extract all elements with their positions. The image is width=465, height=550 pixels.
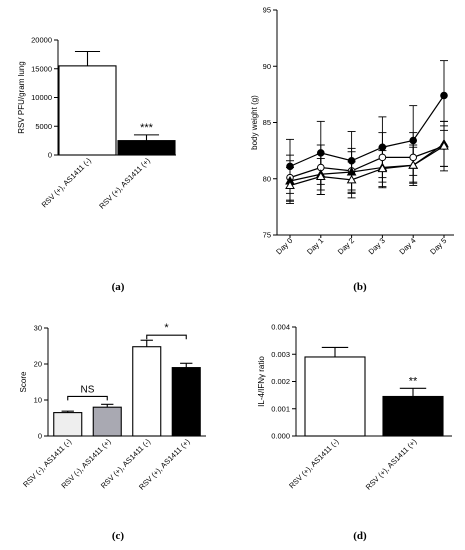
y-tick-label: 0	[38, 432, 42, 441]
significance-label: ***	[140, 122, 154, 134]
data-point	[286, 162, 294, 171]
x-tick-label: Day 5	[428, 236, 448, 256]
y-tick-label: 0.004	[271, 323, 290, 332]
data-point	[408, 160, 419, 169]
y-tick-label: 20000	[31, 36, 52, 45]
significance-label: *	[164, 322, 169, 334]
panel-label: (b)	[353, 281, 367, 293]
y-tick-label: 90	[263, 62, 271, 71]
data-point	[378, 153, 387, 162]
series-line	[289, 145, 445, 187]
significance-bracket	[67, 395, 108, 401]
chart-b: 75 80 85 90 95 Day 0 Day 1 Day 2 Day 3 Day 4 Day 5…	[250, 6, 454, 256]
series-line	[289, 145, 445, 179]
data-point	[378, 143, 387, 152]
data-point	[439, 141, 449, 150]
data-point	[377, 163, 388, 173]
panel-label: (d)	[353, 530, 367, 542]
y-tick-label: 0	[48, 151, 52, 160]
x-tick-label: Day 1	[305, 236, 325, 256]
significance-label: NS	[81, 384, 95, 395]
data-point	[346, 174, 357, 184]
x-tick-label: Day 3	[367, 236, 387, 256]
bar	[382, 395, 444, 437]
y-axis-label: Score	[19, 371, 28, 392]
y-tick-label: 30	[34, 324, 42, 333]
x-tick-label: RSV (+), AS1411 (-)	[40, 156, 94, 210]
y-tick-label: 10	[34, 396, 42, 405]
y-tick-label: 0.000	[271, 432, 290, 441]
bar	[117, 140, 176, 156]
y-tick-label: 95	[263, 6, 271, 15]
data-point	[317, 149, 325, 157]
panel-label: (c)	[112, 530, 125, 542]
y-tick-label: 0.002	[271, 377, 290, 386]
series-line	[289, 95, 445, 167]
y-tick-label: 20	[34, 360, 42, 369]
bar	[304, 356, 366, 437]
data-point	[409, 136, 418, 145]
y-tick-label: 75	[263, 231, 271, 240]
data-point	[440, 91, 448, 100]
data-point	[315, 171, 326, 180]
y-tick-label: 10000	[31, 93, 52, 102]
x-tick-label: RSV (+), AS1411 (+)	[364, 437, 419, 492]
y-tick-label: 85	[263, 118, 271, 127]
y-tick-label: 15000	[31, 64, 52, 73]
data-point	[285, 180, 295, 189]
y-tick-label: 0.001	[271, 404, 290, 413]
y-axis-label: IL-4/IFNγ ratio	[257, 356, 266, 407]
y-tick-label: 5000	[35, 122, 52, 131]
data-point	[409, 153, 418, 162]
y-tick-label: 0.003	[271, 350, 290, 359]
panel-label: (a)	[112, 281, 125, 293]
series-line	[289, 143, 445, 182]
x-tick-label: Day 0	[274, 236, 294, 256]
bar	[92, 406, 122, 437]
significance-label: **	[409, 375, 418, 387]
y-axis-label: body weight (g)	[250, 95, 259, 150]
bar	[132, 346, 162, 437]
bar	[53, 412, 83, 437]
x-tick-label: RSV (+), AS1411 (-)	[287, 437, 341, 491]
chart-d: 0.000 0.001 0.002 0.003 0.004 RSV (+), AS1411…	[257, 323, 452, 492]
significance-bracket	[146, 334, 187, 340]
data-point	[347, 156, 356, 165]
x-tick-label: Day 2	[336, 236, 356, 256]
y-axis-label: RSV PFU/gram lung	[17, 61, 26, 133]
bar	[171, 367, 201, 437]
y-tick-label: 80	[263, 174, 271, 183]
bar	[58, 65, 117, 156]
x-tick-label: RSV (+), AS1411 (+)	[97, 156, 152, 211]
x-tick-label: Day 4	[397, 236, 417, 256]
